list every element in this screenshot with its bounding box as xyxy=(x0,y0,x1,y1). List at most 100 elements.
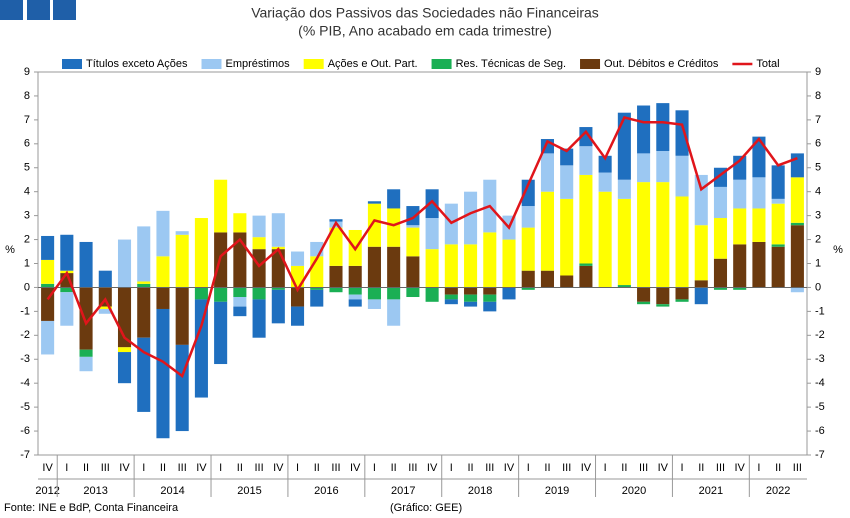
bar-segment xyxy=(329,219,343,222)
legend-label: Res. Técnicas de Seg. xyxy=(456,58,566,70)
bar-segment xyxy=(117,239,132,288)
x-tick-label: I xyxy=(142,462,145,474)
bar-segment xyxy=(790,177,804,223)
bar-segment xyxy=(175,234,189,288)
year-label: 2014 xyxy=(160,485,184,497)
bar-segment xyxy=(60,292,74,326)
bar-segment xyxy=(694,287,708,305)
bar-segment xyxy=(713,218,728,259)
bar-segment xyxy=(752,177,766,209)
x-tick-label: II xyxy=(237,462,243,474)
bar-segment xyxy=(733,244,747,288)
x-tick-label: I xyxy=(219,462,222,474)
year-label: 2016 xyxy=(314,485,338,497)
legend-swatch xyxy=(303,59,324,69)
y2-tick-label: 6 xyxy=(815,138,821,150)
bar-segment xyxy=(41,259,55,284)
y-tick-label: 1 xyxy=(24,257,30,269)
bar-segment xyxy=(733,208,747,245)
y2-tick-label: -1 xyxy=(815,305,825,317)
bar-segment xyxy=(771,165,785,199)
bar-segment xyxy=(444,299,458,305)
bar-segment xyxy=(560,148,574,166)
y-tick-label: -4 xyxy=(20,377,30,389)
bar-segment xyxy=(252,237,266,250)
bar-segment xyxy=(694,174,708,226)
bar-segment xyxy=(233,297,247,307)
bar-segment xyxy=(79,287,93,350)
bar-segment xyxy=(387,287,401,300)
y-tick-label: 0 xyxy=(24,281,30,293)
x-tick-label: III xyxy=(101,462,110,474)
x-tick-label: IV xyxy=(658,462,669,474)
x-tick-label: II xyxy=(775,462,781,474)
bar-segment xyxy=(194,299,208,398)
x-tick-label: III xyxy=(639,462,648,474)
x-tick-label: III xyxy=(178,462,187,474)
x-tick-label: II xyxy=(314,462,320,474)
bar-segment xyxy=(425,249,439,288)
legend-label: Empréstimos xyxy=(226,58,291,70)
bar-segment xyxy=(771,203,785,245)
bar-segment xyxy=(598,155,612,173)
x-tick-label: I xyxy=(604,462,607,474)
bar-segment xyxy=(694,280,708,288)
y2-tick-label: 9 xyxy=(815,66,821,78)
bar-segment xyxy=(464,191,478,245)
bar-segment xyxy=(41,235,55,260)
bar-segment xyxy=(348,294,362,300)
bar-segment xyxy=(579,174,593,264)
bar-segment xyxy=(675,287,689,300)
logo-block xyxy=(53,0,76,20)
bar-segment xyxy=(156,256,170,288)
x-tick-label: IV xyxy=(504,462,515,474)
x-tick-label: II xyxy=(468,462,474,474)
bar-segment xyxy=(329,265,343,288)
logo-block xyxy=(27,0,50,20)
bar-segment xyxy=(79,356,93,372)
bar-segment xyxy=(579,265,593,288)
chart-subtitle: (% PIB, Ano acabado em cada trimestre) xyxy=(298,23,552,39)
plot-frame xyxy=(37,71,808,456)
y-tick-label: 5 xyxy=(24,162,30,174)
bar-segment xyxy=(502,287,516,300)
year-label: 2020 xyxy=(622,485,646,497)
bar-segment xyxy=(137,283,151,288)
bar-segment xyxy=(252,299,266,338)
bar-segment xyxy=(252,215,266,238)
bar-segment xyxy=(656,103,670,151)
x-tick-label: II xyxy=(83,462,89,474)
bar-segment xyxy=(790,222,804,226)
y-tick-label: 8 xyxy=(24,90,30,102)
bar-segment xyxy=(637,153,651,183)
bar-segment xyxy=(483,232,497,288)
x-tick-label: I xyxy=(757,462,760,474)
year-label: 2012 xyxy=(35,485,59,497)
bar-segment xyxy=(540,270,554,288)
bar-segment xyxy=(637,287,651,302)
bar-segment xyxy=(675,155,689,197)
bar-segment xyxy=(752,241,766,288)
y2-tick-label: -7 xyxy=(815,449,825,461)
bar-segment xyxy=(41,320,55,355)
bar-segment xyxy=(387,299,401,326)
legend-swatch xyxy=(431,59,452,69)
bar-segment xyxy=(656,182,670,288)
bar-segment xyxy=(617,179,631,199)
bar-segment xyxy=(117,352,132,384)
year-label: 2022 xyxy=(766,485,790,497)
x-tick-label: IV xyxy=(427,462,438,474)
bar-segment xyxy=(271,287,285,290)
bar-segment xyxy=(41,283,55,288)
bar-segment xyxy=(329,287,343,293)
bar-segment xyxy=(675,196,689,288)
x-tick-label: IV xyxy=(196,462,207,474)
bar-segment xyxy=(291,306,305,326)
bar-segment xyxy=(771,246,785,288)
y-tick-label: 7 xyxy=(24,114,30,126)
bar-segment xyxy=(233,287,247,298)
x-tick-label: II xyxy=(621,462,627,474)
y2-tick-label: -2 xyxy=(815,329,825,341)
x-tick-label: III xyxy=(255,462,264,474)
bar-segment xyxy=(233,306,247,317)
